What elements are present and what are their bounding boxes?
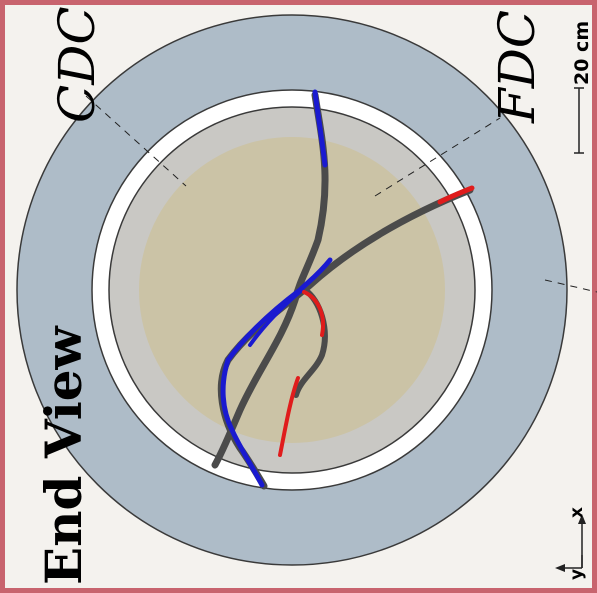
axis-y-label: y [567,568,587,580]
view-title: End View [34,326,93,585]
track-red-1 [437,185,475,205]
side-guide-line [544,279,597,293]
cdc-guide-line [85,95,187,187]
track-blue-1 [312,89,328,168]
axis-x-label: x [567,507,587,518]
track-blue-3 [248,288,304,347]
track-blue-2 [220,257,333,488]
fdc-guide-line [374,117,501,197]
track-red-3 [278,376,300,457]
arrowhead-x-icon [578,514,586,524]
track-red-2 [302,290,325,337]
cdc-label: CDC [48,6,106,123]
fdc-core [139,137,445,443]
fdc-label: FDC [488,9,546,123]
arrowhead-y-icon [555,564,565,572]
scale-label: 20 cm [571,20,593,85]
